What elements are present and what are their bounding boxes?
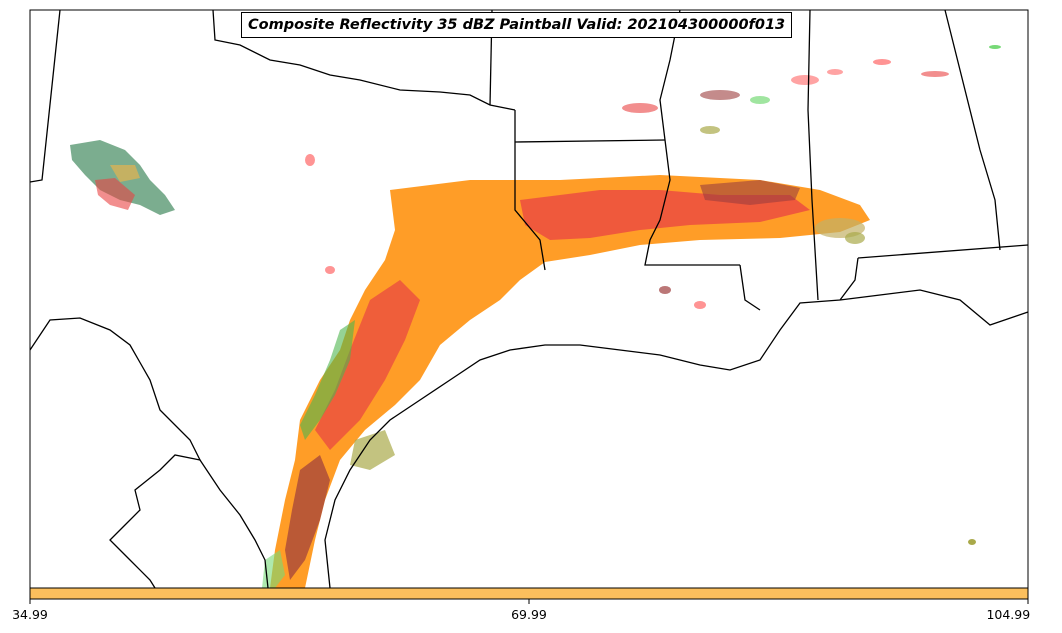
nw-storm-cluster <box>95 178 135 210</box>
nw-storm-cluster <box>110 165 140 182</box>
storm-cell <box>700 90 740 100</box>
storm-cell <box>305 154 315 166</box>
storm-core-darkred <box>285 455 330 580</box>
state-border <box>944 9 1001 251</box>
state-border <box>514 139 666 143</box>
state-border <box>644 9 740 266</box>
storm-cell <box>873 59 891 65</box>
storm-core-red <box>315 280 420 450</box>
colorbar <box>29 587 1029 604</box>
storm-cell <box>989 45 1001 49</box>
colorbar-tick-max: 104.99 <box>986 607 1031 622</box>
storm-cell <box>791 75 819 85</box>
colorbar-tick-mid: 69.99 <box>511 607 547 622</box>
colorbar-tick-min: 34.99 <box>12 607 48 622</box>
storm-cell <box>921 71 949 77</box>
storm-cell <box>968 539 976 545</box>
storm-cell <box>827 69 843 75</box>
map-title: Composite Reflectivity 35 dBZ Paintball … <box>241 12 793 38</box>
storm-fringe-olive <box>350 430 395 470</box>
reflectivity-blobs <box>70 45 1001 588</box>
storm-cell <box>659 286 671 294</box>
storm-fringe-green <box>262 550 285 588</box>
map-panel <box>30 10 1028 588</box>
main-storm-band <box>270 175 870 588</box>
storm-core-darkred <box>700 180 800 205</box>
state-border <box>29 9 61 183</box>
storm-cell <box>845 232 865 244</box>
storm-cell <box>694 301 706 309</box>
state-border <box>839 257 859 301</box>
state-border <box>212 9 516 111</box>
colorbar-swatch <box>29 587 1029 600</box>
storm-cell <box>700 126 720 134</box>
state-border <box>739 264 761 311</box>
state-border <box>514 110 546 271</box>
storm-cell <box>622 103 658 113</box>
map-boundaries <box>29 9 1029 589</box>
international-border <box>29 317 202 589</box>
international-border <box>199 459 269 589</box>
coastline <box>324 289 1029 589</box>
storm-cell <box>750 96 770 104</box>
state-border <box>807 9 819 301</box>
state-border <box>857 244 1029 259</box>
storm-fringe-green <box>300 320 355 440</box>
storm-cell <box>325 266 335 274</box>
